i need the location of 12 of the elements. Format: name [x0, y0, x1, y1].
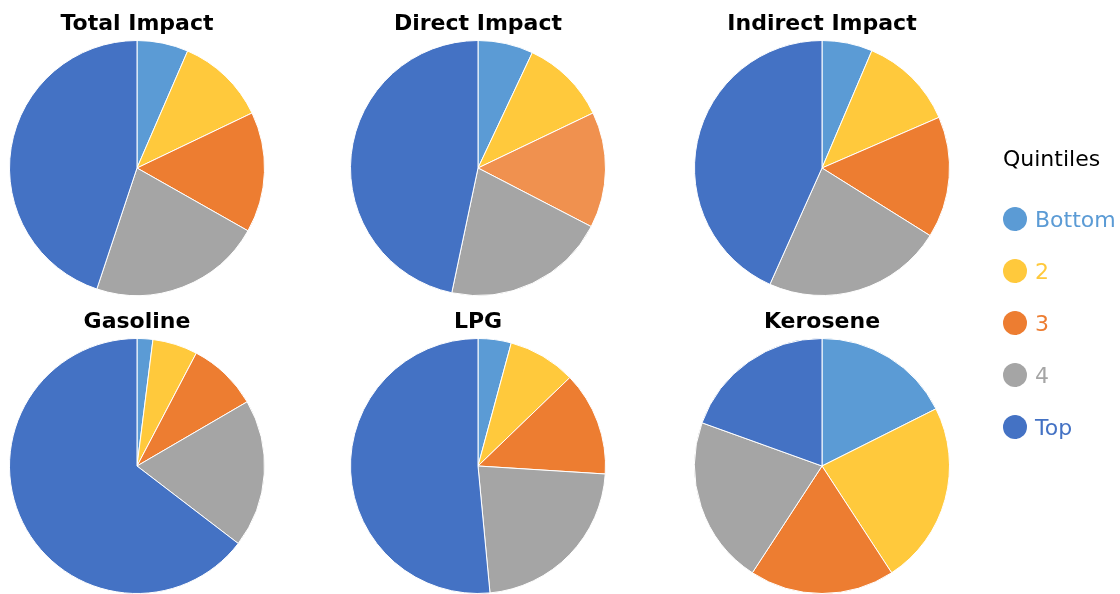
chart-title: Direct Impact: [392, 9, 564, 37]
chart-title: Kerosene: [762, 307, 882, 335]
legend-label: 4: [1035, 362, 1049, 388]
legend-label: Top: [1035, 414, 1073, 440]
chart-title: LPG: [452, 307, 504, 335]
legend-title: Quintiles: [1003, 146, 1102, 171]
legend-label: Bottom: [1035, 206, 1116, 232]
chart-title: Indirect Impact: [726, 9, 918, 37]
chart-title: Gasoline: [82, 307, 192, 335]
legend-label: 2: [1035, 258, 1049, 284]
chart-title: Total Impact: [59, 9, 215, 37]
legend-label: 3: [1035, 310, 1049, 336]
